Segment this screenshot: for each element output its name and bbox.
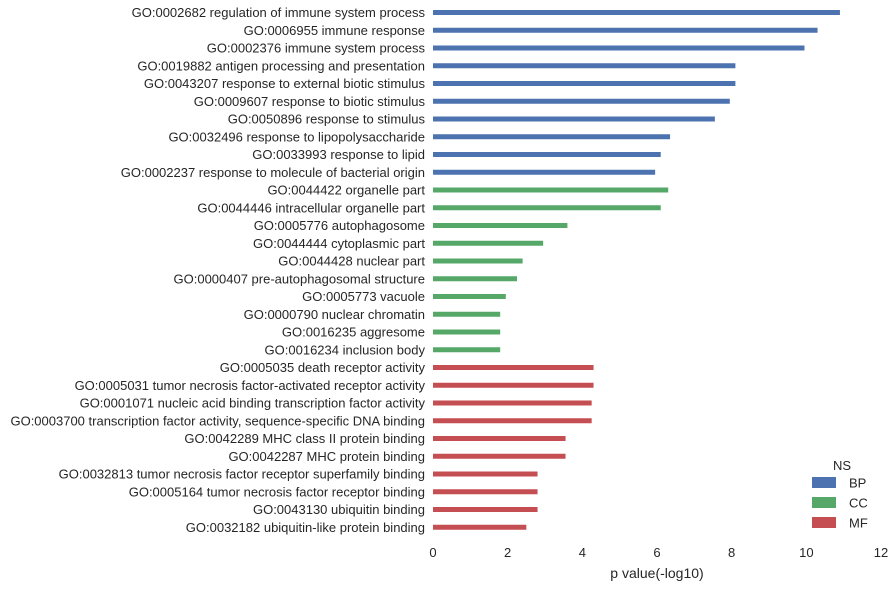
legend-title: NS [833,458,851,473]
bar-bp [433,45,805,51]
x-tick-label: 0 [429,545,436,560]
category-label: GO:0005776 autophagosome [254,218,425,233]
legend-label-cc: CC [849,496,868,511]
legend-label-bp: BP [849,476,866,491]
category-label: GO:0005035 death receptor activity [220,360,426,375]
category-label: GO:0003700 transcription factor activity… [10,413,425,428]
category-label: GO:0005773 vacuole [302,289,425,304]
bar-bp [433,134,671,140]
category-label: GO:0001071 nucleic acid binding transcri… [80,396,426,411]
category-label: GO:0043130 ubiquitin binding [253,502,425,517]
legend-swatch-cc [812,497,836,508]
bar-bp [433,63,736,69]
category-label: GO:0005164 tumor necrosis factor recepto… [129,484,425,499]
bar-mf [433,489,538,495]
category-label: GO:0000407 pre-autophagosomal structure [174,271,426,286]
category-label: GO:0019882 antigen processing and presen… [137,58,425,73]
category-label: GO:0033993 response to lipid [252,147,425,162]
category-label: GO:0032496 response to lipopolysaccharid… [168,129,425,144]
bar-bp [433,10,840,15]
category-label: GO:0032813 tumor necrosis factor recepto… [59,467,425,482]
x-tick-label: 2 [504,545,511,560]
x-tick-label: 10 [799,545,813,560]
x-tick-label: 8 [728,545,735,560]
bars-layer [433,10,840,530]
bar-cc [433,347,501,353]
category-label: GO:0050896 response to stimulus [228,112,426,127]
legend-swatch-bp [812,477,836,488]
bar-cc [433,311,501,317]
x-axis-label: p value(-log10) [610,565,703,581]
x-tick-label: 6 [653,545,660,560]
category-label: GO:0002682 regulation of immune system p… [132,5,426,20]
bar-mf [433,436,566,441]
bar-bp [433,81,736,86]
category-label: GO:0032182 ubiquitin-like protein bindin… [186,520,425,535]
bar-bp [433,169,656,175]
x-tick-label: 12 [874,545,888,560]
category-label: GO:0016234 inclusion body [265,342,426,357]
category-label: GO:0002237 response to molecule of bacte… [121,165,425,180]
category-label: GO:0005031 tumor necrosis factor-activat… [75,378,426,393]
category-label: GO:0043207 response to external biotic s… [144,76,426,91]
bar-cc [433,258,523,264]
bar-cc [433,205,661,211]
category-label: GO:0044428 nuclear part [278,254,425,269]
bar-cc [433,294,506,299]
bar-mf [433,524,527,530]
bar-mf [433,418,592,424]
category-label: GO:0044422 organelle part [267,183,425,198]
bar-cc [433,329,501,335]
bar-cc [433,240,544,246]
bar-cc [433,276,517,282]
bar-bp [433,116,715,122]
bar-mf [433,471,538,477]
bar-bp [433,27,818,33]
bar-mf [433,453,566,459]
legend-swatch-mf [812,517,836,528]
category-label: GO:0016235 aggresome [282,325,425,340]
category-label: GO:0044444 cytoplasmic part [253,236,425,251]
category-label: GO:0002376 immune system process [207,41,426,56]
bar-bp [433,152,661,157]
x-axis-ticks: 0 2 4 6 8 10 12 [429,545,888,560]
category-label: GO:0042287 MHC protein binding [228,449,425,464]
legend-label-mf: MF [849,516,868,531]
legend: NS BP CC MF [812,458,868,531]
category-labels: GO:0002682 regulation of immune system p… [10,5,425,535]
category-label: GO:0042289 MHC class II protein binding [184,431,425,446]
category-label: GO:0044446 intracellular organelle part [197,200,425,215]
bar-mf [433,507,538,512]
bar-cc [433,187,669,193]
category-label: GO:0009607 response to biotic stimulus [194,94,426,109]
category-label: GO:0006955 immune response [244,23,425,38]
bar-cc [433,223,568,228]
bar-mf [433,382,594,388]
bar-mf [433,400,592,406]
category-label: GO:0000790 nuclear chromatin [244,307,425,322]
bar-mf [433,365,594,370]
bar-bp [433,98,730,104]
x-tick-label: 4 [579,545,586,560]
